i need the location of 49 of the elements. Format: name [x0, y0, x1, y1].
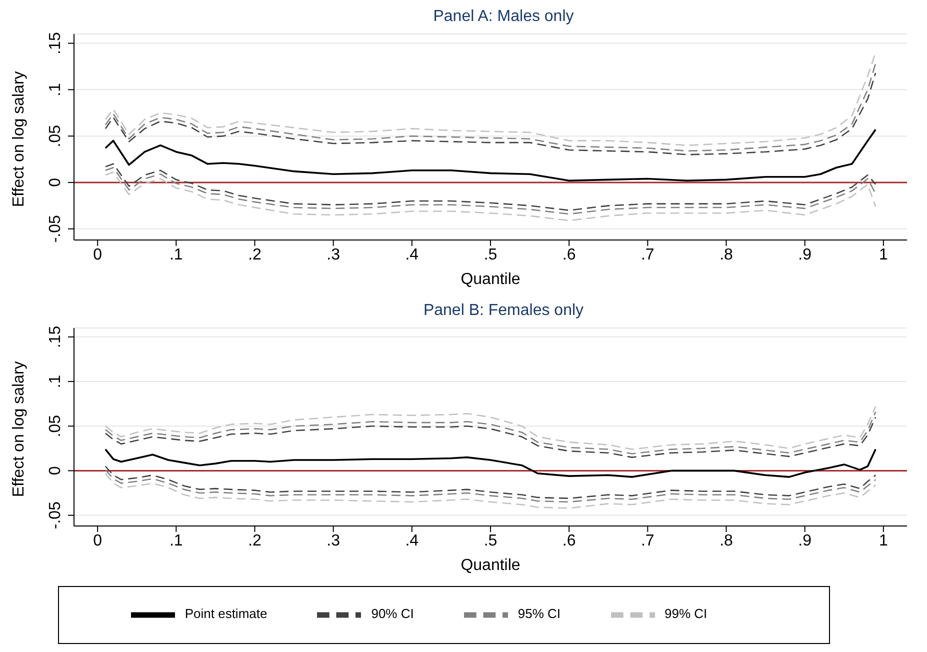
x-tick-label: .7: [641, 246, 654, 264]
x-tick-label: .5: [484, 246, 498, 264]
line-series: [104, 411, 876, 454]
x-tick-label: .5: [484, 532, 498, 550]
line-series: [104, 128, 876, 182]
x-tick-label: .1: [169, 532, 183, 550]
x-tick-label: .3: [326, 532, 340, 550]
y-axis-title: Effect on log salary: [10, 71, 28, 207]
x-tick-label: .9: [798, 246, 812, 264]
y-tick-label: .1: [47, 82, 64, 96]
x-tick-label: .6: [562, 246, 576, 264]
x-axis-title: Quantile: [460, 271, 520, 288]
line-series: [104, 448, 876, 478]
y-tick-label: 0: [47, 466, 64, 476]
y-tick-label: .1: [47, 374, 64, 388]
y-tick-label: -.05: [47, 501, 64, 530]
chart-title: Panel A: Males only: [432, 8, 575, 27]
x-tick-label: 1: [878, 532, 888, 550]
line-series: [104, 472, 876, 509]
legend-label: 95% CI: [518, 606, 560, 622]
x-tick-label: 1: [878, 246, 888, 264]
y-axis-title: Effect on log salary: [10, 361, 28, 497]
x-axis-title: Quantile: [460, 557, 520, 574]
y-tick-label: 0: [47, 178, 64, 187]
x-tick-label: .8: [720, 246, 734, 264]
line-series: [104, 416, 876, 458]
x-tick-label: 0: [93, 532, 102, 550]
chart-title: Panel B: Females only: [422, 302, 585, 321]
x-tick-label: .4: [405, 532, 419, 550]
x-tick-label: .3: [326, 246, 340, 264]
y-tick-label: -.05: [47, 214, 64, 243]
legend-label: Point estimate: [184, 606, 268, 622]
x-tick-label: .4: [405, 246, 419, 264]
legend-label: 99% CI: [664, 606, 708, 622]
x-tick-label: .6: [562, 532, 576, 550]
legend-label: 90% CI: [371, 606, 414, 622]
x-tick-label: .7: [641, 532, 654, 550]
y-tick-label: .15: [47, 326, 64, 348]
x-tick-label: .9: [798, 532, 812, 550]
y-tick-label: .05: [47, 124, 64, 148]
line-series: [104, 406, 876, 450]
y-tick-label: .05: [47, 414, 64, 438]
x-tick-label: .8: [720, 532, 734, 550]
y-tick-label: .15: [47, 32, 64, 54]
line-series: [104, 172, 876, 222]
x-tick-label: .2: [248, 246, 262, 264]
x-tick-label: 0: [93, 246, 102, 264]
x-tick-label: .2: [248, 532, 262, 550]
x-tick-label: .1: [169, 246, 183, 264]
